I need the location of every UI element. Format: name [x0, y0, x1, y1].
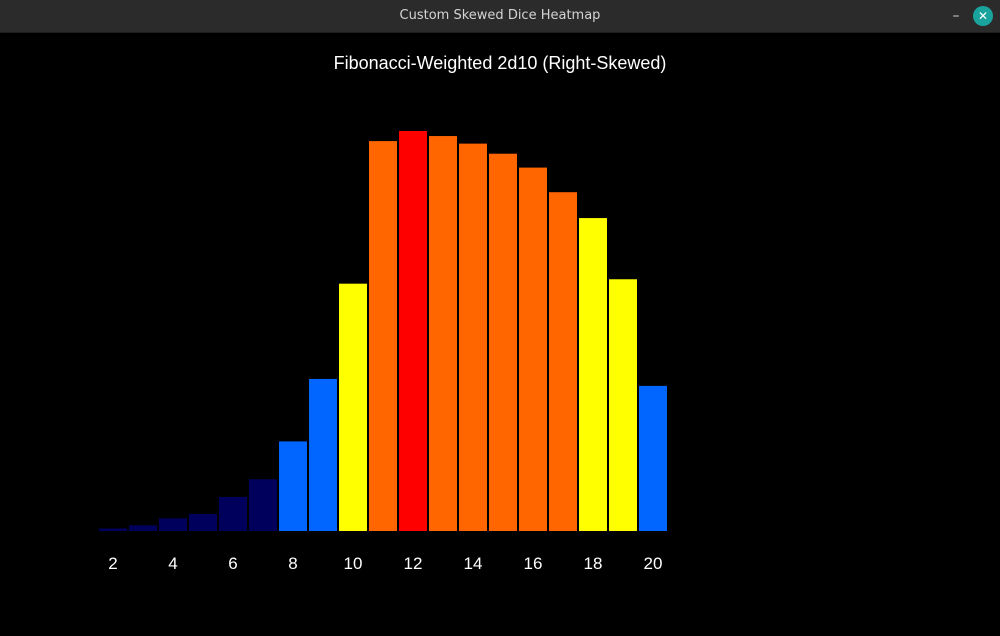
- bar-6: [219, 496, 247, 531]
- x-tick-label: 12: [404, 554, 423, 573]
- x-tick-label: 4: [168, 554, 177, 573]
- bar-3: [129, 525, 157, 531]
- bar-14: [459, 143, 487, 531]
- bar-20: [639, 385, 667, 531]
- bar-8: [279, 441, 307, 531]
- bar-15: [489, 153, 517, 531]
- x-tick-label: 16: [524, 554, 543, 573]
- x-axis-ticks: 2 4 6 8 10 12 14 16 18 20: [108, 554, 662, 573]
- bar-13: [429, 136, 457, 532]
- bars-group: [99, 131, 667, 532]
- chart-title: Fibonacci-Weighted 2d10 (Right-Skewed): [334, 53, 667, 73]
- bar-5: [189, 513, 217, 531]
- chart-area: Fibonacci-Weighted 2d10 (Right-Skewed) 2…: [0, 33, 1000, 632]
- bar-10: [339, 283, 367, 531]
- bar-11: [369, 141, 397, 531]
- bar-4: [159, 518, 187, 531]
- x-tick-label: 14: [464, 554, 483, 573]
- x-tick-label: 6: [228, 554, 237, 573]
- x-tick-label: 18: [584, 554, 603, 573]
- bar-17: [549, 192, 577, 532]
- minimize-button[interactable]: –: [952, 8, 960, 24]
- bar-19: [609, 279, 637, 531]
- x-tick-label: 20: [644, 554, 663, 573]
- bar-18: [579, 218, 607, 532]
- bar-9: [309, 378, 337, 531]
- x-tick-label: 10: [344, 554, 363, 573]
- bar-chart: Fibonacci-Weighted 2d10 (Right-Skewed) 2…: [99, 53, 667, 573]
- bar-16: [519, 167, 547, 531]
- bar-12: [399, 131, 427, 531]
- title-bar[interactable]: Custom Skewed Dice Heatmap – ✕: [0, 0, 1000, 33]
- bar-7: [249, 479, 277, 531]
- close-button[interactable]: ✕: [973, 6, 993, 26]
- x-tick-label: 2: [108, 554, 117, 573]
- x-tick-label: 8: [288, 554, 297, 573]
- bar-2: [99, 528, 127, 531]
- window-title: Custom Skewed Dice Heatmap: [399, 8, 601, 23]
